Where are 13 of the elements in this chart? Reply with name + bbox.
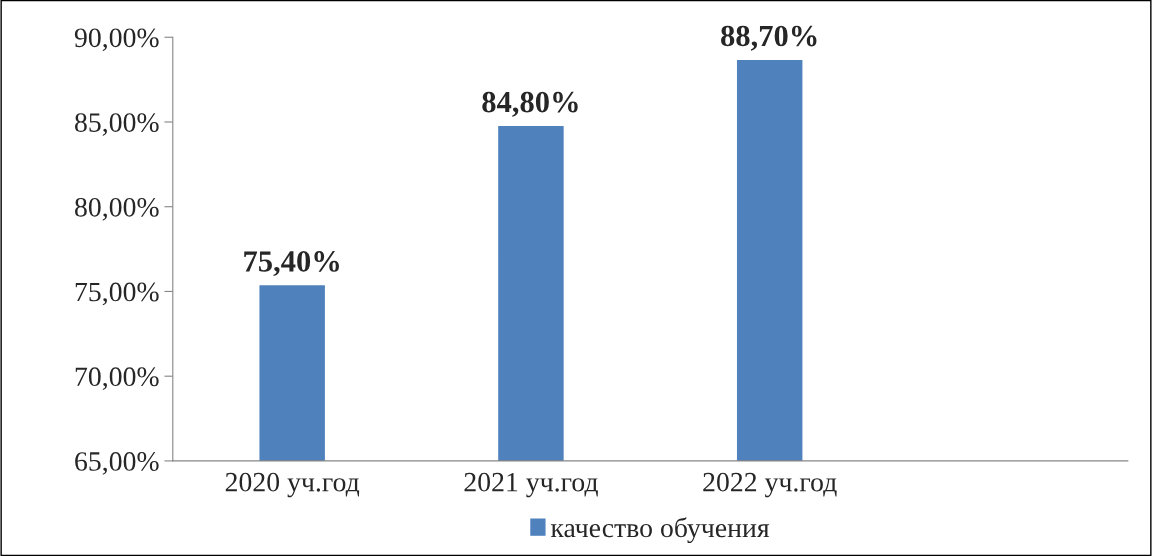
x-tick-label: 2022 уч.год (703, 472, 837, 498)
y-tick-label: 65,00% (75, 452, 159, 475)
x-tick-label: 2020 уч.год (225, 472, 360, 498)
text: 75,40% (244, 251, 339, 277)
y-tick-label: 70,00% (75, 367, 159, 391)
text: 88,70% (721, 25, 817, 51)
x-tick-label: 2021 уч.год (464, 472, 598, 498)
y-tick-label: 90,00% (74, 28, 159, 52)
legend-label: качество обучения (550, 517, 770, 544)
y-tick-label: 80,00% (75, 197, 159, 221)
text: 84,80% (482, 91, 578, 117)
y-tick-label: 75,00% (75, 282, 159, 306)
y-tick-label: 85,00% (75, 113, 159, 136)
